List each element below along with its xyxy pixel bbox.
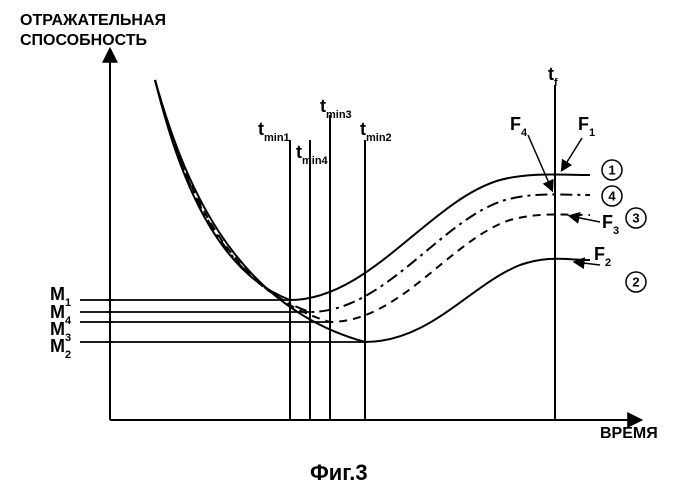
y-axis-label-2: СПОСОБНОСТЬ	[20, 32, 147, 49]
curve-2	[155, 80, 590, 342]
tmin1-label: tmin1	[258, 119, 290, 144]
f4-label: F4	[510, 114, 528, 139]
circled-3-num: 3	[632, 211, 639, 226]
x-axis-label: ВРЕМЯ	[600, 425, 658, 442]
curve-3	[155, 80, 590, 322]
circled-4-num: 4	[608, 189, 616, 204]
tmin3-label: tmin3	[320, 96, 352, 121]
f3-arrow	[570, 216, 600, 222]
circled-2-num: 2	[632, 275, 639, 290]
y-axis-label-1: ОТРАЖАТЕЛЬНАЯ	[20, 12, 166, 29]
f1-label: F1	[578, 114, 595, 139]
f1-arrow	[562, 138, 582, 170]
curve-4	[155, 80, 590, 312]
circled-1-num: 1	[608, 163, 615, 178]
curve-1	[155, 80, 590, 300]
f4-arrow	[528, 135, 552, 190]
tf-label: tf	[548, 64, 558, 89]
chart-svg: ОТРАЖАТЕЛЬНАЯ СПОСОБНОСТЬ ВРЕМЯ M1 M4 M3…	[0, 0, 683, 500]
figure-caption: Фиг.3	[310, 460, 368, 485]
f3-label: F3	[602, 212, 619, 237]
tmin4-label: tmin4	[296, 142, 329, 167]
